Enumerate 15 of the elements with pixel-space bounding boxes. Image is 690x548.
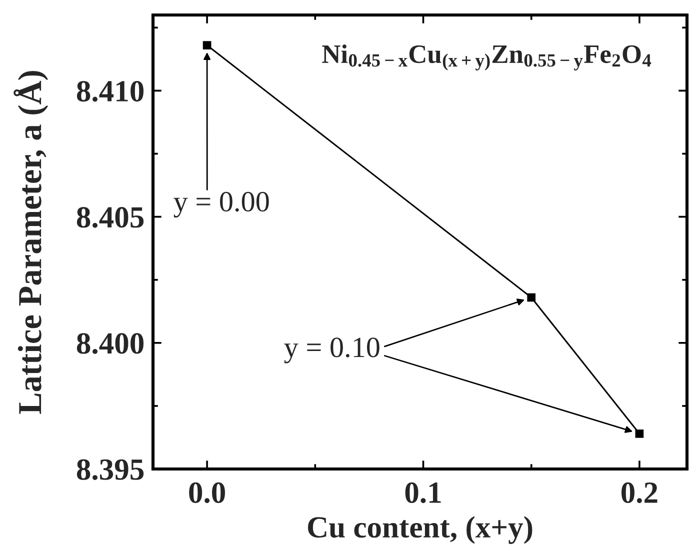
y-axis-title: Lattice Parameter, a (Å) (14, 71, 48, 414)
point (527, 293, 536, 302)
y-tick-label: 8.400 (76, 333, 144, 354)
y-tick-label: 8.395 (76, 459, 144, 480)
x-axis-title: Cu content, (x+y) (308, 516, 532, 544)
annotation: y = 0.00 (174, 192, 269, 218)
text: Ni$_{0.45−x}$Cu$_{(x+y)}$Zn$_{0.55−y}$Fe$_{2}$O$_{4}$ (322, 44, 652, 70)
x-tick-label: 0.0 (189, 482, 225, 504)
point (202, 41, 212, 50)
y-tick-label: 8.405 (76, 207, 144, 228)
y-tick-label: 8.410 (76, 80, 144, 102)
point (635, 430, 644, 438)
x-tick-label: 0.1 (405, 482, 441, 504)
x-tick-label: 0.2 (622, 482, 658, 504)
annotation: y = 0.10 (284, 338, 380, 364)
